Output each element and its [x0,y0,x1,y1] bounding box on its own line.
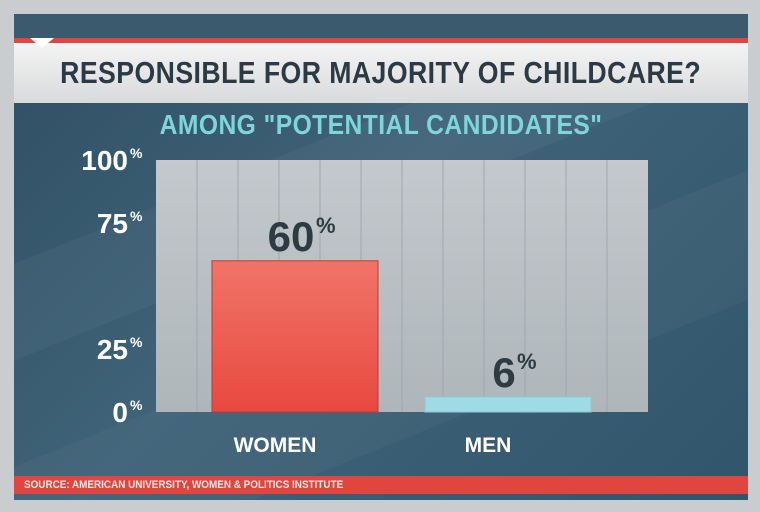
category-label-women: WOMEN [234,434,317,457]
y-tick-suffix: % [130,208,143,224]
y-tick-suffix: % [130,145,143,161]
title-bar: RESPONSIBLE FOR MAJORITY OF CHILDCARE? [14,43,748,103]
source-text: SOURCE: AMERICAN UNIVERSITY, WOMEN & POL… [24,479,344,491]
y-tick-label: 100 [81,145,128,176]
y-tick-label: 0 [112,397,128,428]
data-label-men: 6 [492,349,515,396]
data-label-suffix: % [316,213,336,238]
y-tick-suffix: % [130,397,143,413]
y-tick-label: 75 [97,208,128,239]
bar-women [211,260,379,413]
chart-title: RESPONSIBLE FOR MAJORITY OF CHILDCARE? [60,55,702,90]
title-accent-line [14,38,748,43]
chart-subtitle: AMONG "POTENTIAL CANDIDATES" [159,109,603,140]
source-bar: SOURCE: AMERICAN UNIVERSITY, WOMEN & POL… [14,476,748,494]
data-label-women: 60 [268,213,315,260]
category-label-men: MEN [465,434,512,457]
y-tick-suffix: % [130,334,143,350]
bar-men [424,396,592,413]
data-label-suffix: % [517,349,537,374]
y-tick-label: 25 [97,334,128,365]
down-triangle-icon [30,38,54,48]
top-strip [14,14,748,38]
